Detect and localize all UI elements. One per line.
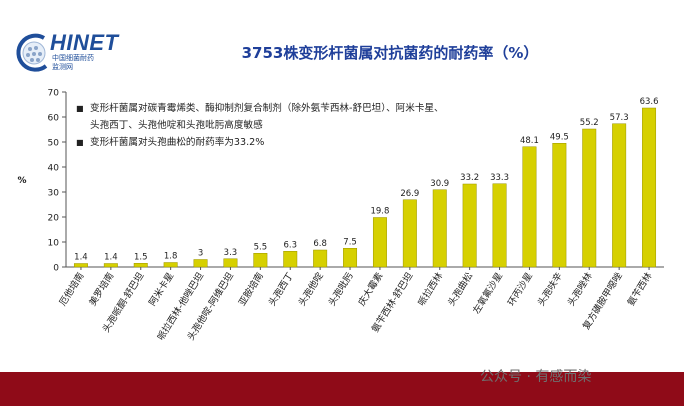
logo-sub-line-2: 监测网 [52,63,73,71]
bar [462,183,477,268]
globe-icon [16,33,48,72]
y-tick-label: 10 [48,239,60,249]
annotation-line-2: 头孢西丁、头孢他啶和头孢吡肟高度敏感 [76,117,516,134]
x-tick-label: 左氧氟沙星 [470,270,505,316]
x-tick-label: 厄他培南 [57,270,87,308]
bar [642,107,657,268]
bullet-square-icon: ■ [76,138,84,147]
bar [612,123,627,268]
bar [552,143,567,268]
bar [253,253,268,268]
bar [283,251,298,268]
x-tick-label: 头孢唑林 [565,270,595,308]
data-label: 6.8 [313,239,327,249]
data-label: 5.5 [254,242,268,252]
data-label: 30.9 [430,179,449,189]
bar [402,199,417,268]
x-tick-label: 头孢呋辛 [535,270,565,308]
data-label: 6.3 [283,240,297,250]
y-tick-label: 20 [48,214,60,224]
data-label: 26.9 [400,189,419,199]
x-tick-label: 头孢他啶 [296,270,326,308]
annotation-text-3: 变形杆菌属对头孢曲松的耐药率为33.2% [90,137,265,148]
watermark-text: 公众号 · 有感而染 [480,369,592,385]
bullet-spacer [76,117,90,134]
logo-wordmark: HINET [50,30,119,55]
annotation-line-1: ■ 变形杆菌属对碳青霉烯类、酶抑制剂复合制剂（除外氨苄西林-舒巴坦）、阿米卡星、 [76,100,516,117]
bar [432,189,447,268]
annotation-text-1: 变形杆菌属对碳青霉烯类、酶抑制剂复合制剂（除外氨苄西林-舒巴坦）、阿米卡星、 [90,103,444,114]
x-tick-label: 阿米卡星 [146,270,176,308]
data-label: 1.4 [74,253,88,263]
bar [73,263,88,268]
y-tick-label: 70 [48,89,60,99]
logo-subtitle: 中国细菌耐药 监测网 [52,54,94,72]
y-tick-label: 30 [48,189,60,199]
x-tick-label: 头孢曲松 [445,270,475,308]
data-label: 33.3 [490,173,509,183]
data-label: 49.5 [550,132,569,142]
data-label: 7.5 [343,237,357,247]
bar [103,263,118,268]
data-label: 57.3 [610,113,629,123]
data-label: 33.2 [460,173,479,183]
chart-annotation: ■ 变形杆菌属对碳青霉烯类、酶抑制剂复合制剂（除外氨苄西林-舒巴坦）、阿米卡星、… [76,100,516,151]
bar [163,262,178,268]
x-tick-label: 头孢吡肟 [326,270,356,308]
data-label: 19.8 [370,207,389,217]
x-tick-label: 庆大霉素 [356,270,386,308]
y-tick-label: 50 [48,139,60,149]
x-tick-label: 头孢西丁 [266,270,296,308]
bar [582,128,597,268]
chinet-logo: HINET 中国细菌耐药 监测网 [14,30,124,76]
bullet-square-icon: ■ [76,104,84,113]
data-label: 1.5 [134,252,148,262]
data-label: 3 [198,249,203,259]
y-axis-label: % [17,176,26,186]
x-tick-label: 亚胺培南 [236,270,266,308]
bar [223,258,238,268]
bar [492,183,507,268]
chart-title: 3753株变形杆菌属对抗菌药的耐药率（%） [241,44,539,62]
data-label: 3.3 [224,248,238,258]
bar [372,217,387,268]
data-label: 48.1 [520,136,539,146]
x-tick-label: 美罗培南 [87,270,117,308]
bar-chart: 010203040506070%1.4厄他培南1.4美罗培南1.5头孢哌酮-舒巴… [17,89,664,343]
bar [133,263,148,268]
y-tick-label: 0 [53,264,59,274]
logo-sub-line-1: 中国细菌耐药 [52,54,94,62]
y-tick-label: 60 [48,114,60,124]
bar [522,146,537,268]
x-tick-label: 氨苄西林 [625,270,655,308]
x-tick-label: 哌拉西林 [415,270,445,308]
footer-bar [0,372,684,406]
bar [313,249,328,268]
bar [193,259,208,268]
annotation-text-2: 头孢西丁、头孢他啶和头孢吡肟高度敏感 [90,120,263,131]
annotation-line-3: ■ 变形杆菌属对头孢曲松的耐药率为33.2% [76,134,516,151]
y-tick-label: 40 [48,164,60,174]
data-label: 63.6 [640,97,659,107]
bar [343,248,358,268]
x-tick-label: 环丙沙星 [506,271,535,308]
data-label: 55.2 [580,118,599,128]
data-label: 1.8 [164,252,178,262]
data-label: 1.4 [104,253,118,263]
